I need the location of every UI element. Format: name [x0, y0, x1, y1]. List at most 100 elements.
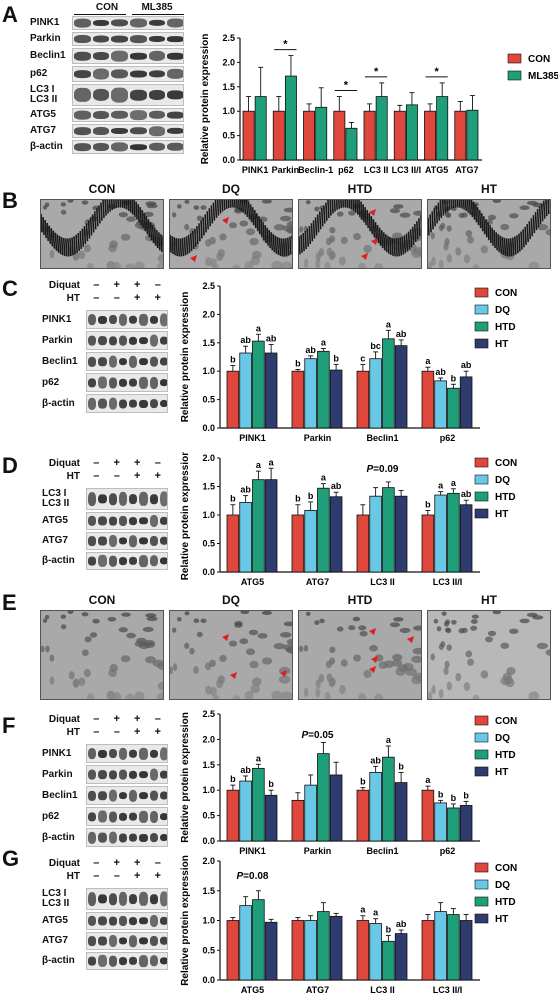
blot-strip — [72, 108, 184, 122]
blot-band — [108, 831, 117, 844]
legend-swatch — [474, 491, 489, 502]
microvilli-line — [536, 209, 540, 228]
bar — [382, 338, 395, 429]
microvilli-line — [474, 204, 478, 223]
blot-band — [129, 833, 138, 842]
significance-letter: ab — [461, 489, 472, 499]
microvilli-line — [316, 214, 320, 233]
panel-label-g: G — [2, 846, 20, 871]
bar — [252, 899, 265, 981]
blot-row-label: p62 — [42, 376, 60, 388]
microvilli-line — [441, 200, 445, 216]
blot-band — [159, 536, 167, 546]
micrograph-granule — [109, 240, 119, 249]
micrograph-granule — [249, 237, 259, 246]
x-tick-label: PINK1 — [239, 433, 266, 443]
red-arrow-icon — [230, 672, 237, 679]
blot-band — [108, 810, 117, 823]
legend-swatch — [474, 304, 489, 315]
microvilli-line — [221, 200, 224, 212]
microvilli-line — [102, 200, 105, 219]
micrograph-granule — [184, 223, 190, 231]
micrograph-granule — [212, 694, 220, 699]
legend-label: HTD — [495, 322, 516, 333]
micrograph-granule — [144, 641, 156, 649]
micrograph-granule — [142, 626, 154, 633]
micrograph-granule — [528, 261, 540, 268]
blot-band — [88, 769, 97, 780]
microvilli-line — [121, 200, 124, 208]
blot-band — [74, 70, 91, 78]
micrograph-granule — [430, 232, 435, 240]
microvilli-line — [530, 218, 534, 237]
microvilli-line — [65, 238, 68, 257]
blot-band — [108, 397, 117, 410]
treatment-label: Diquat — [48, 458, 80, 469]
blot-strip — [86, 352, 168, 371]
y-tick-label: 2.0 — [222, 57, 235, 67]
blot-band — [149, 376, 158, 389]
micrograph-granule — [339, 684, 346, 695]
micrograph-granule — [536, 224, 549, 231]
blot-row-label: β-actin — [42, 955, 75, 966]
blot-band — [129, 535, 138, 547]
microvilli-line — [387, 235, 390, 254]
bar — [239, 905, 252, 981]
legend-swatch — [474, 457, 489, 468]
bar — [239, 352, 252, 429]
significance-letter: b — [333, 353, 339, 363]
micrograph-granule — [120, 655, 131, 663]
blot-band — [130, 127, 147, 135]
micrograph-granule — [503, 675, 513, 685]
micrograph-granule — [204, 662, 212, 671]
micrograph-granule — [532, 202, 544, 208]
micrograph-granule — [184, 642, 190, 649]
bar — [424, 110, 437, 161]
micrograph-granule — [314, 206, 320, 212]
legend-swatch — [507, 70, 522, 81]
bar — [317, 753, 330, 842]
blot-band — [148, 89, 166, 101]
blot-band — [129, 378, 138, 387]
bar — [264, 794, 278, 842]
em-title: HTD — [347, 182, 373, 196]
micrograph-granule — [392, 653, 403, 661]
blot-band — [149, 914, 158, 928]
y-tick-label: 1.0 — [202, 785, 215, 795]
blot-band — [108, 916, 117, 926]
microvilli-line — [320, 208, 324, 227]
treatment-sign: + — [154, 870, 161, 882]
blot-band — [88, 956, 97, 966]
microvilli-line — [48, 225, 52, 244]
microvilli-line — [526, 224, 529, 243]
x-tick-label: ATG7 — [306, 985, 329, 995]
microvilli-line — [289, 236, 292, 255]
chart-c: Relative protein expression 0.0 0.5 1.0 1.5 2… — [180, 281, 517, 443]
y-tick-label: 1.5 — [202, 886, 215, 896]
micrograph-granule — [49, 249, 55, 259]
blot-band — [111, 69, 128, 79]
micrograph-granule — [463, 254, 471, 264]
micrograph-granule — [319, 618, 325, 624]
micrograph-granule — [271, 690, 283, 699]
blot-row-label: PINK1 — [42, 313, 72, 325]
treatment-sign: – — [93, 470, 100, 482]
blot-band — [129, 315, 138, 324]
micrograph-granule — [305, 200, 311, 205]
micrograph-granule — [455, 672, 462, 682]
blot-band — [108, 893, 117, 905]
blot-band — [111, 127, 128, 135]
micrograph-granule — [472, 263, 480, 268]
blot-band — [129, 336, 138, 345]
x-tick-label: ATG5 — [241, 577, 264, 587]
microvilli-line — [306, 228, 310, 247]
y-tick-label: 2.0 — [202, 309, 215, 319]
significance-letter: b — [295, 358, 301, 368]
blot-band — [149, 894, 158, 904]
y-tick-label: 0.5 — [202, 395, 215, 405]
y-axis-label: Relative protein expression — [180, 855, 191, 986]
micrograph-granule — [273, 642, 285, 650]
blot-band — [118, 915, 127, 927]
micrograph-granule — [444, 627, 451, 633]
significance-letter: b — [425, 499, 431, 509]
